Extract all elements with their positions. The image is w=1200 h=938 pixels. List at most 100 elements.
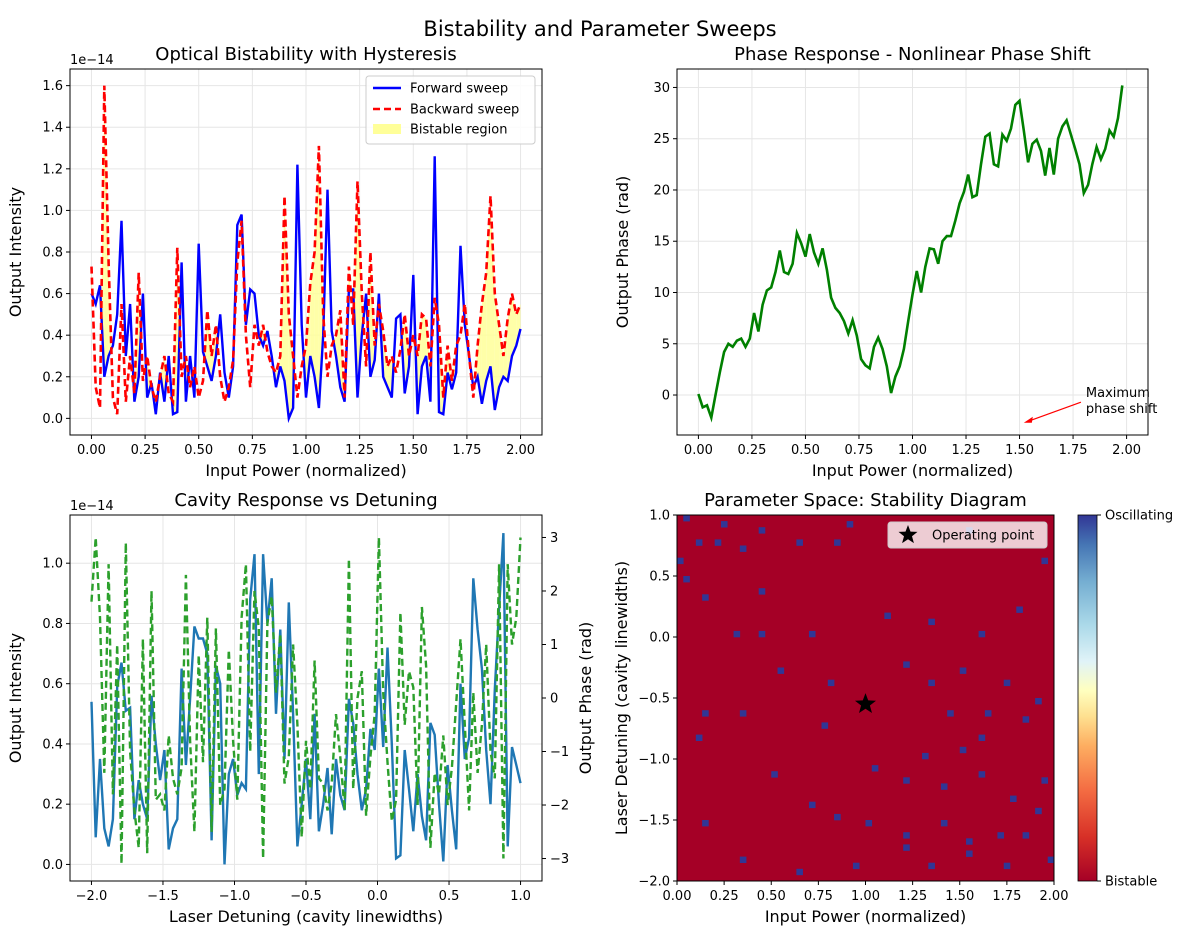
legend-backward-label: Backward sweep bbox=[410, 103, 519, 118]
oscillating-cell bbox=[871, 765, 879, 772]
y2-tick-label: −2 bbox=[550, 799, 569, 814]
y2-tick-label: 0 bbox=[550, 692, 558, 707]
oscillating-cell bbox=[978, 734, 986, 741]
x-tick-label: 2.00 bbox=[1040, 889, 1069, 904]
oscillating-cell bbox=[884, 612, 891, 619]
x-tick-label: 1.00 bbox=[292, 443, 321, 458]
legend-forward-label: Forward sweep bbox=[410, 82, 508, 97]
x-tick-label: 1.25 bbox=[345, 443, 374, 458]
oscillating-cell bbox=[1041, 557, 1049, 565]
y-tick-label: 20 bbox=[653, 183, 670, 198]
oscillating-cell bbox=[796, 868, 803, 876]
x-tick-label: 1.0 bbox=[510, 889, 531, 904]
y-axis-label: Output Intensity bbox=[6, 187, 25, 317]
x-tick-label: 0.00 bbox=[663, 889, 692, 904]
oscillating-cell bbox=[903, 844, 910, 851]
y-offset-label: 1e−14 bbox=[70, 499, 114, 514]
x-tick-label: 2.00 bbox=[506, 443, 535, 458]
bistable-region-fill bbox=[336, 310, 341, 388]
y2-tick-label: 2 bbox=[550, 584, 558, 599]
y-tick-label: 0.0 bbox=[42, 858, 63, 873]
x-tick-label: −2.0 bbox=[76, 889, 108, 904]
oscillating-cell bbox=[714, 539, 722, 546]
x-tick-label: 0.00 bbox=[77, 443, 106, 458]
y-tick-label: 1.0 bbox=[42, 557, 63, 572]
bistability-panel: 0.00 0.25 0.50 0.75 1.00 1.25 1.50 1.75 2.00 0.0 0… bbox=[6, 44, 543, 480]
bistable-region-fill bbox=[451, 345, 457, 390]
oscillating-cell bbox=[733, 630, 741, 638]
oscillating-cell bbox=[978, 630, 986, 638]
oscillating-cell bbox=[777, 667, 785, 674]
oscillating-cell bbox=[928, 679, 935, 687]
bistable-region-fill bbox=[499, 324, 504, 388]
oscillating-cell bbox=[997, 832, 1005, 839]
x-tick-label: 0.0 bbox=[367, 889, 388, 904]
annotation-text-line2: phase shift bbox=[1086, 402, 1157, 417]
oscillating-cell bbox=[683, 515, 690, 522]
y-axis-label: Laser Detuning (cavity linewidths) bbox=[612, 561, 631, 835]
oscillating-cell bbox=[1035, 698, 1042, 705]
axes-title: Phase Response - Nonlinear Phase Shift bbox=[734, 44, 1091, 65]
x-tick-label: −1.5 bbox=[147, 889, 179, 904]
y-tick-label: 0.5 bbox=[649, 570, 670, 585]
oscillating-cell bbox=[827, 679, 835, 687]
oscillating-cell bbox=[1010, 795, 1017, 802]
y-tick-label: 1.0 bbox=[42, 204, 63, 219]
colorbar-label-oscillating: Oscillating bbox=[1105, 509, 1173, 524]
x-tick-label: 1.00 bbox=[898, 443, 927, 458]
oscillating-cell bbox=[1022, 716, 1030, 723]
phase-line bbox=[697, 85, 1124, 423]
bistable-region-fill bbox=[310, 252, 315, 377]
x-axis-label: Input Power (normalized) bbox=[765, 907, 966, 926]
oscillating-cell bbox=[928, 862, 935, 870]
x-tick-label: 0.75 bbox=[238, 443, 267, 458]
oscillating-cell bbox=[834, 539, 841, 546]
y-tick-label: 0.6 bbox=[42, 287, 63, 302]
x-tick-label: 1.25 bbox=[898, 889, 927, 904]
oscillating-cell bbox=[966, 838, 973, 845]
oscillating-cell bbox=[959, 667, 967, 674]
y-tick-label: 0.4 bbox=[42, 329, 63, 344]
x-tick-label: 1.25 bbox=[952, 443, 981, 458]
intensity-line bbox=[90, 533, 522, 865]
y-tick-label: 1.6 bbox=[42, 79, 63, 94]
x-tick-label: −0.5 bbox=[290, 889, 322, 904]
y-tick-label: 0.8 bbox=[42, 617, 63, 632]
oscillating-cell bbox=[947, 710, 954, 717]
oscillating-cell bbox=[771, 771, 778, 778]
bistable-region-fill bbox=[503, 318, 508, 381]
x-tick-label: 0.50 bbox=[757, 889, 786, 904]
y-axis-label: Output Phase (rad) bbox=[613, 176, 632, 329]
oscillating-cell bbox=[702, 594, 709, 601]
y-tick-label: 0.6 bbox=[42, 677, 63, 692]
y2-tick-label: −1 bbox=[550, 745, 569, 760]
x-tick-label: 0.00 bbox=[684, 443, 713, 458]
cavity-panel: −2.0 −1.5 −1.0 −0.5 0.0 0.5 1.0 0.0 0.2 0.4 0.6 0.8… bbox=[6, 490, 595, 926]
oscillating-cell bbox=[720, 521, 728, 528]
x-tick-label: 1.50 bbox=[399, 443, 428, 458]
oscillating-cell bbox=[1041, 777, 1049, 784]
bistable-region-fill bbox=[134, 272, 139, 402]
y-tick-label: 15 bbox=[653, 235, 670, 250]
x-tick-label: 1.00 bbox=[851, 889, 880, 904]
annotation-arrow-shaft bbox=[1029, 401, 1082, 422]
oscillating-cell bbox=[758, 527, 766, 534]
x-axis-label: Input Power (normalized) bbox=[205, 461, 406, 480]
oscillating-cell bbox=[834, 813, 841, 821]
y-tick-label: 10 bbox=[653, 286, 670, 301]
annotation-text-line1: Maximum bbox=[1086, 386, 1150, 401]
y2-tick-label: 3 bbox=[550, 531, 558, 546]
axes-title: Parameter Space: Stability Diagram bbox=[704, 490, 1027, 511]
axes-title: Cavity Response vs Detuning bbox=[174, 490, 437, 511]
oscillating-cell bbox=[683, 576, 690, 583]
x-tick-label: 0.50 bbox=[791, 443, 820, 458]
bistable-region-fill bbox=[481, 272, 487, 404]
bistable-region-fill bbox=[486, 195, 491, 381]
y-tick-label: 0 bbox=[662, 389, 670, 404]
phase-panel: 0.00 0.25 0.50 0.75 1.00 1.25 1.50 1.75 2.00 0 5 10… bbox=[613, 44, 1157, 480]
oscillating-cell bbox=[821, 722, 829, 729]
y-tick-label: 0.4 bbox=[42, 737, 63, 752]
oscillating-cell bbox=[808, 630, 816, 638]
bistable-region-fill bbox=[284, 195, 289, 419]
oscillating-cell bbox=[739, 545, 747, 552]
